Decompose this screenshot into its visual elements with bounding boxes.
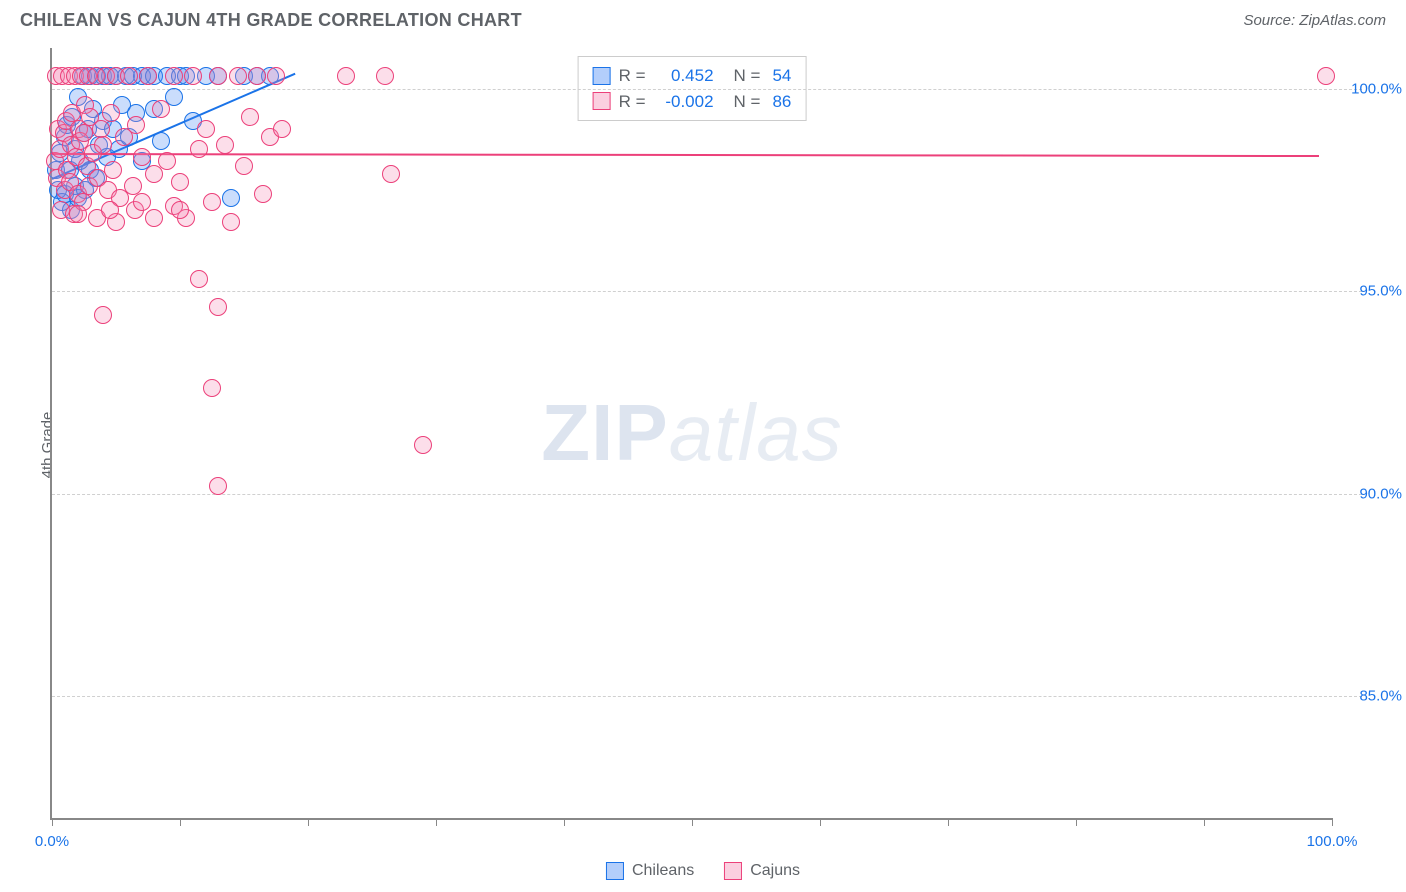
- data-point: [190, 140, 208, 158]
- data-point: [139, 67, 157, 85]
- gridline: [52, 291, 1362, 292]
- chart-area: 4th Grade ZIPatlas R =0.452N =54R =-0.00…: [50, 48, 1386, 842]
- data-point: [124, 177, 142, 195]
- data-point: [184, 67, 202, 85]
- data-point: [152, 100, 170, 118]
- y-tick-label: 85.0%: [1359, 688, 1402, 705]
- data-point: [120, 67, 138, 85]
- data-point: [222, 213, 240, 231]
- data-point: [1317, 67, 1335, 85]
- data-point: [267, 67, 285, 85]
- legend-swatch: [593, 67, 611, 85]
- x-tick: [1076, 818, 1077, 826]
- data-point: [94, 136, 112, 154]
- data-point: [190, 270, 208, 288]
- data-point: [229, 67, 247, 85]
- data-point: [337, 67, 355, 85]
- data-point: [197, 120, 215, 138]
- source-label: Source: ZipAtlas.com: [1243, 12, 1386, 29]
- data-point: [75, 124, 93, 142]
- n-label: N =: [734, 89, 761, 115]
- data-point: [104, 161, 122, 179]
- x-tick: [948, 818, 949, 826]
- data-point: [127, 116, 145, 134]
- data-point: [101, 201, 119, 219]
- data-point: [171, 201, 189, 219]
- r-value: 0.452: [654, 63, 714, 89]
- data-point: [69, 205, 87, 223]
- data-point: [171, 173, 189, 191]
- data-point: [92, 120, 110, 138]
- gridline: [52, 696, 1362, 697]
- data-point: [209, 298, 227, 316]
- legend-swatch: [593, 92, 611, 110]
- data-point: [94, 306, 112, 324]
- bottom-legend: Chileans Cajuns: [606, 862, 800, 880]
- data-point: [165, 67, 183, 85]
- data-point: [273, 120, 291, 138]
- data-point: [209, 477, 227, 495]
- data-point: [203, 193, 221, 211]
- data-point: [158, 152, 176, 170]
- legend-item: Cajuns: [724, 862, 800, 880]
- x-tick: [564, 818, 565, 826]
- data-point: [133, 148, 151, 166]
- x-tick: [1332, 818, 1333, 826]
- r-label: R =: [619, 89, 646, 115]
- n-label: N =: [734, 63, 761, 89]
- data-point: [382, 165, 400, 183]
- legend-swatch: [606, 862, 624, 880]
- data-point: [209, 67, 227, 85]
- watermark: ZIPatlas: [541, 387, 842, 479]
- data-point: [145, 209, 163, 227]
- header: CHILEAN VS CAJUN 4TH GRADE CORRELATION C…: [0, 0, 1406, 37]
- data-point: [203, 379, 221, 397]
- data-point: [133, 193, 151, 211]
- gridline: [52, 89, 1362, 90]
- n-value: 86: [772, 89, 791, 115]
- data-point: [248, 67, 266, 85]
- x-tick: [180, 818, 181, 826]
- chart-title: CHILEAN VS CAJUN 4TH GRADE CORRELATION C…: [20, 10, 522, 31]
- data-point: [254, 185, 272, 203]
- y-tick-label: 95.0%: [1359, 283, 1402, 300]
- n-value: 54: [772, 63, 791, 89]
- legend-swatch: [724, 862, 742, 880]
- x-tick: [820, 818, 821, 826]
- stat-row: R = 0.452 N = 54: [593, 63, 792, 89]
- r-label: R =: [619, 63, 646, 89]
- scatter-plot: ZIPatlas R =0.452N =54R =-0.002N =86 85.…: [50, 48, 1332, 820]
- gridline: [52, 494, 1362, 495]
- stat-row: R = -0.002 N = 86: [593, 89, 792, 115]
- x-tick: [52, 818, 53, 826]
- y-tick-label: 100.0%: [1351, 80, 1402, 97]
- x-tick: [308, 818, 309, 826]
- x-tick: [692, 818, 693, 826]
- r-value: -0.002: [654, 89, 714, 115]
- data-point: [376, 67, 394, 85]
- data-point: [222, 189, 240, 207]
- data-point: [152, 132, 170, 150]
- x-tick: [1204, 818, 1205, 826]
- data-point: [235, 157, 253, 175]
- x-tick: [436, 818, 437, 826]
- x-tick-label: 100.0%: [1307, 833, 1358, 850]
- legend-item: Chileans: [606, 862, 694, 880]
- data-point: [216, 136, 234, 154]
- data-point: [102, 104, 120, 122]
- y-tick-label: 90.0%: [1359, 485, 1402, 502]
- x-tick-label: 0.0%: [35, 833, 69, 850]
- data-point: [414, 436, 432, 454]
- data-point: [241, 108, 259, 126]
- legend-label: Chileans: [632, 862, 694, 880]
- legend-label: Cajuns: [750, 862, 800, 880]
